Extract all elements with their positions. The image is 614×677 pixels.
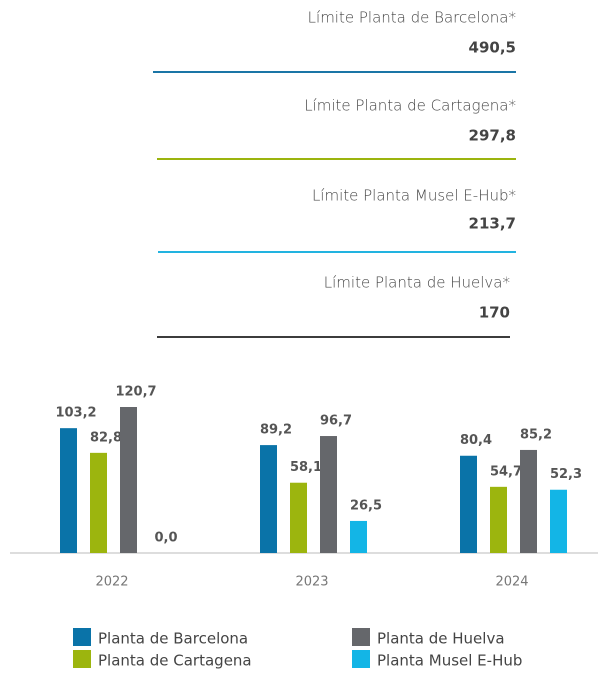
value-label: 54,7 <box>490 464 522 479</box>
legend-swatch <box>73 650 91 668</box>
bar <box>520 449 537 553</box>
legend-swatch <box>73 628 91 646</box>
x-tick-label: 2022 <box>95 575 128 590</box>
value-label: 103,2 <box>55 406 96 421</box>
limit-label: Límite Planta de Barcelona* <box>308 9 516 27</box>
bar <box>320 436 337 553</box>
limit-value: 213,7 <box>469 215 516 233</box>
value-label: 82,8 <box>90 430 122 445</box>
value-label: 80,4 <box>460 433 492 448</box>
value-label: 26,5 <box>350 498 382 513</box>
legend-label: Planta Musel E-Hub <box>377 652 522 670</box>
legend-swatch <box>352 628 370 646</box>
bar <box>550 489 567 553</box>
legend-label: Planta de Barcelona <box>98 630 248 648</box>
value-label: 0,0 <box>154 531 177 546</box>
x-tick-label: 2023 <box>295 575 328 590</box>
legend-swatch <box>352 650 370 668</box>
bar <box>350 520 367 553</box>
limit-value: 297,8 <box>469 127 516 145</box>
legend-label: Planta de Huelva <box>377 630 505 648</box>
bar <box>120 407 137 553</box>
value-label: 85,2 <box>520 427 552 442</box>
value-label: 120,7 <box>115 385 156 400</box>
value-label: 96,7 <box>320 414 352 429</box>
bar <box>260 445 277 553</box>
bar <box>490 486 507 553</box>
limit-label: Límite Planta de Cartagena* <box>304 97 516 115</box>
legend-label: Planta de Cartagena <box>98 652 252 670</box>
limit-label: Límite Planta de Huelva* <box>324 274 510 292</box>
bar <box>90 452 107 553</box>
bar <box>290 482 307 553</box>
value-label: 58,1 <box>290 460 322 475</box>
limit-value: 170 <box>479 304 510 322</box>
x-tick-label: 2024 <box>495 575 528 590</box>
limit-value: 490,5 <box>469 39 516 57</box>
limit-label: Límite Planta Musel E-Hub* <box>312 187 516 205</box>
value-label: 89,2 <box>260 423 292 438</box>
bar <box>460 455 477 553</box>
bar <box>60 428 77 553</box>
value-label: 52,3 <box>550 467 582 482</box>
